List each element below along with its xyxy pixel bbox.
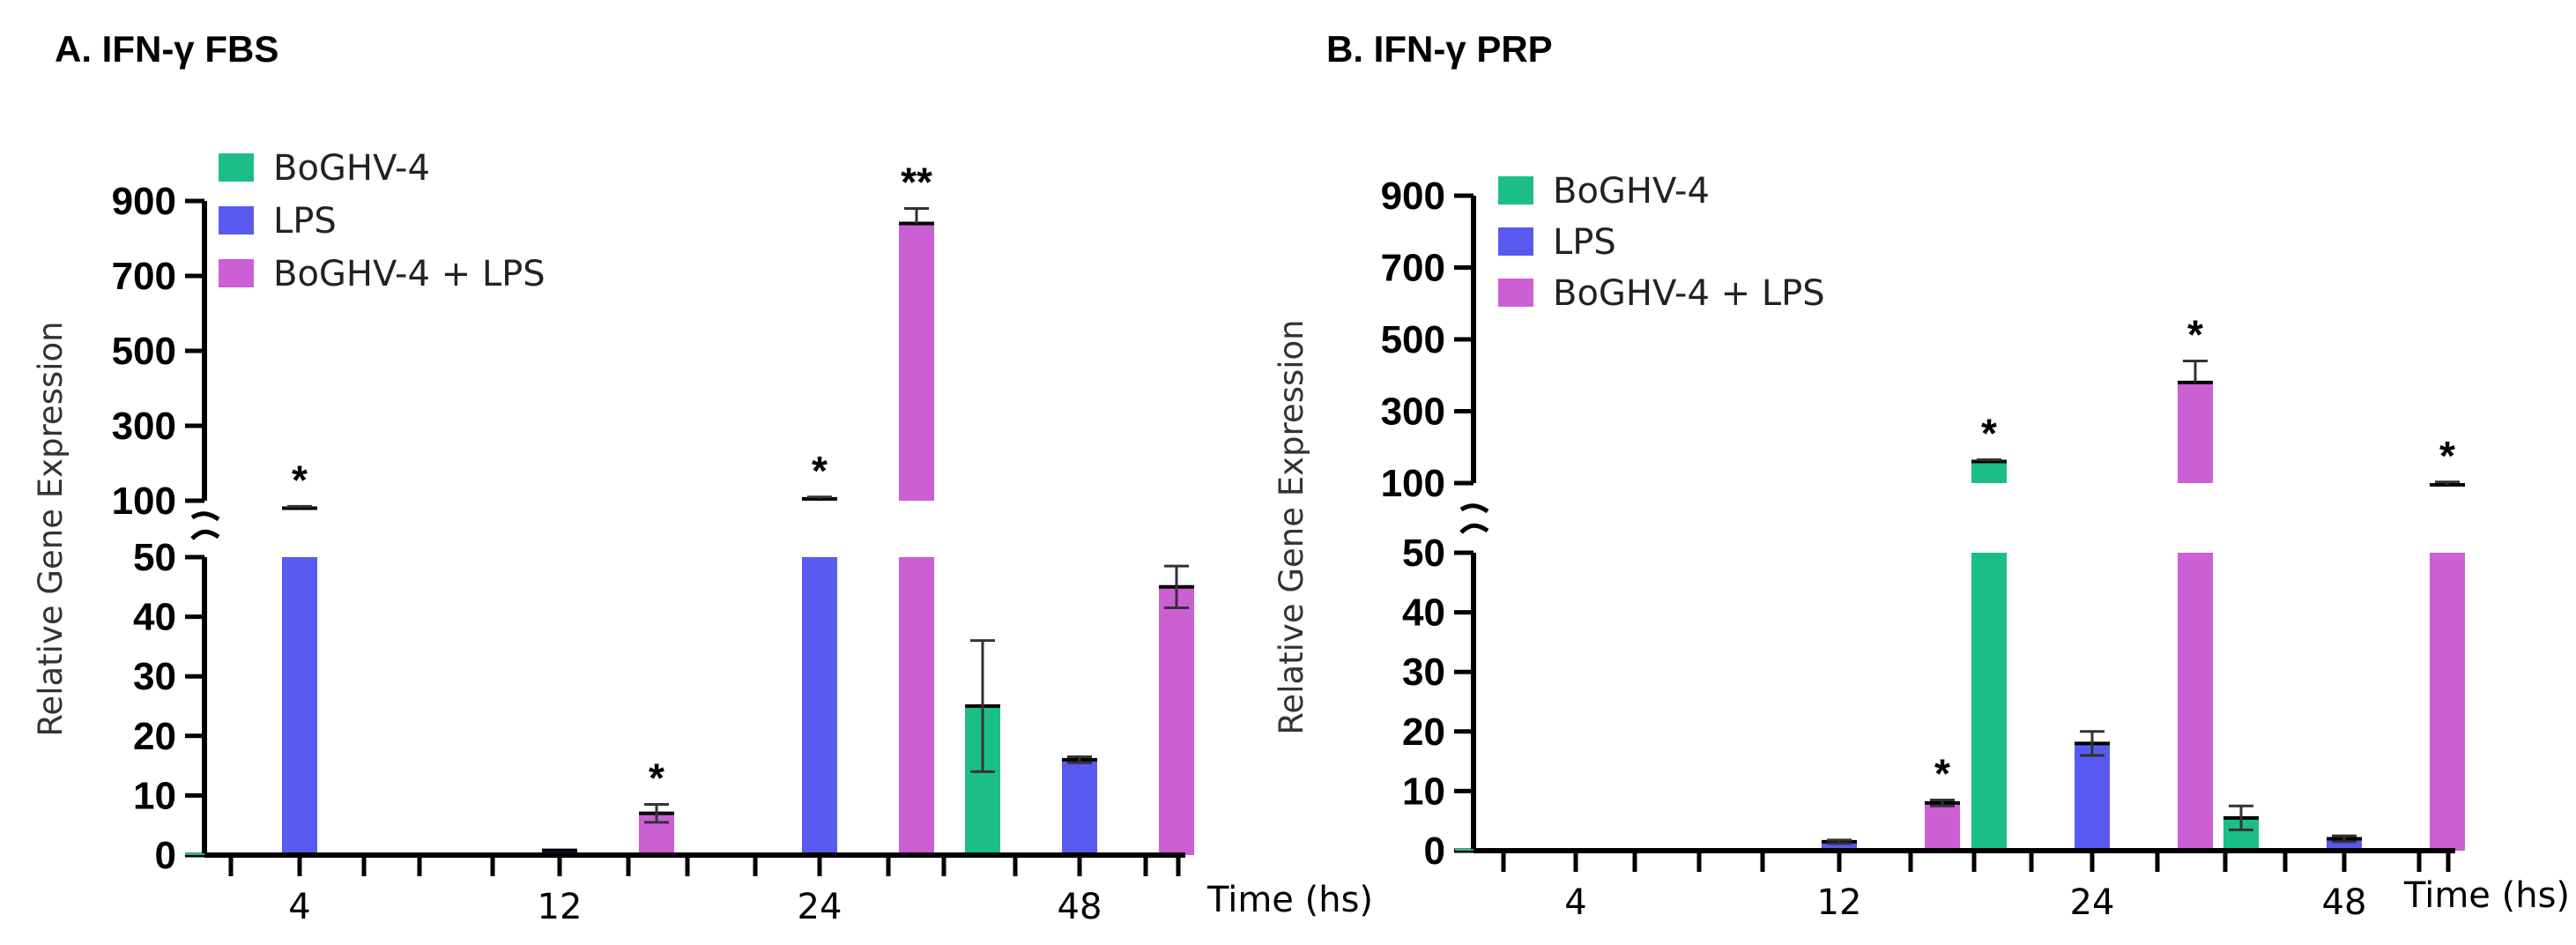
legend-label: BoGHV-4 + LPS: [1553, 273, 1825, 314]
bar: [1822, 841, 1857, 851]
y-tick-label: 10: [1402, 770, 1445, 813]
panel-title: A. IFN-γ FBS: [55, 28, 278, 70]
panel-title: B. IFN-γ PRP: [1326, 28, 1553, 70]
y-tick-label: 30: [1402, 651, 1445, 694]
y-tick-label: 900: [1381, 175, 1445, 218]
bar-segment-lower: [1971, 553, 2007, 851]
y-tick-label: 500: [112, 330, 176, 373]
legend-label: BoGHV-4: [273, 148, 430, 189]
y-axis-title: Relative Gene Expression: [1273, 319, 1310, 734]
bar-segment-lower: [282, 557, 317, 855]
legend-label: LPS: [1553, 222, 1616, 263]
bar: [185, 853, 220, 855]
bar: [1159, 586, 1194, 855]
y-tick-label: 100: [112, 480, 176, 523]
y-tick-label: 300: [112, 405, 176, 448]
legend-label: BoGHV-4 + LPS: [273, 254, 546, 294]
bar-segment-lower: [2178, 553, 2213, 851]
y-tick-label: 50: [1402, 532, 1445, 575]
significance-mark: *: [649, 755, 664, 801]
legend-swatch: [219, 153, 254, 182]
panel-b: B. IFN-γ PRP 0 10 20 30 40 50 100 300 500 700 900 Re…: [1273, 28, 2570, 923]
legend-swatch: [219, 206, 254, 234]
x-axis-title: Time (hs): [2403, 875, 2570, 916]
bar-segment-lower: [802, 557, 837, 855]
bar: [1971, 461, 2007, 483]
legend-label: LPS: [273, 201, 337, 242]
legend-swatch: [1498, 176, 1533, 205]
legend-label: BoGHV-4: [1553, 171, 1710, 212]
axis-break-upper: [1459, 503, 1489, 514]
axis-break-upper: [190, 511, 220, 522]
bar: [899, 223, 934, 501]
significance-mark: **: [901, 160, 932, 205]
y-tick-label: 50: [133, 536, 176, 579]
significance-mark: *: [2187, 311, 2203, 357]
x-tick-label: 48: [1058, 887, 1102, 927]
bar: [1455, 849, 1490, 851]
y-tick-label: 700: [1381, 247, 1445, 290]
significance-mark: *: [1981, 411, 1997, 457]
y-tick-label: 300: [1381, 391, 1445, 434]
x-tick-label: 12: [538, 887, 583, 927]
y-tick-label: 40: [1402, 592, 1445, 635]
bar: [1925, 802, 1960, 851]
significance-mark: *: [1934, 751, 1950, 797]
y-tick-label: 20: [1402, 711, 1445, 754]
y-tick-label: 900: [112, 180, 176, 223]
x-tick-label: 48: [2322, 882, 2367, 923]
legend-swatch: [1498, 227, 1533, 256]
x-tick-label: 4: [288, 887, 310, 927]
y-tick-label: 0: [1424, 830, 1445, 873]
y-tick-label: 500: [1381, 318, 1445, 361]
bar-segment-lower: [2430, 553, 2465, 851]
significance-mark: *: [812, 448, 828, 494]
bar: [2075, 743, 2110, 851]
legend-swatch: [219, 259, 254, 287]
y-tick-label: 10: [133, 774, 176, 817]
significance-mark: *: [2439, 433, 2455, 479]
significance-mark: *: [292, 457, 308, 502]
x-tick-label: 24: [2070, 882, 2115, 923]
y-axis-title: Relative Gene Expression: [32, 321, 70, 736]
x-tick-label: 12: [1817, 882, 1862, 923]
bar: [2178, 382, 2213, 483]
x-tick-label: 24: [798, 887, 843, 927]
panel-a: A. IFN-γ FBS 0 10 20 30 40 50 100 300 500 700 900 Re…: [32, 28, 1373, 927]
x-tick-label: 4: [1564, 882, 1586, 923]
y-tick-label: 0: [155, 834, 176, 877]
y-tick-label: 30: [133, 655, 176, 698]
y-tick-label: 100: [1381, 462, 1445, 505]
y-tick-label: 700: [112, 255, 176, 298]
axis-break-lower: [190, 529, 220, 540]
bar: [1062, 759, 1097, 855]
bar-segment-lower: [899, 557, 934, 855]
legend-swatch: [1498, 279, 1533, 307]
y-tick-label: 40: [133, 596, 176, 639]
x-axis-title: Time (hs): [1206, 880, 1373, 920]
axis-break-lower: [1459, 523, 1489, 534]
y-tick-label: 20: [133, 715, 176, 758]
